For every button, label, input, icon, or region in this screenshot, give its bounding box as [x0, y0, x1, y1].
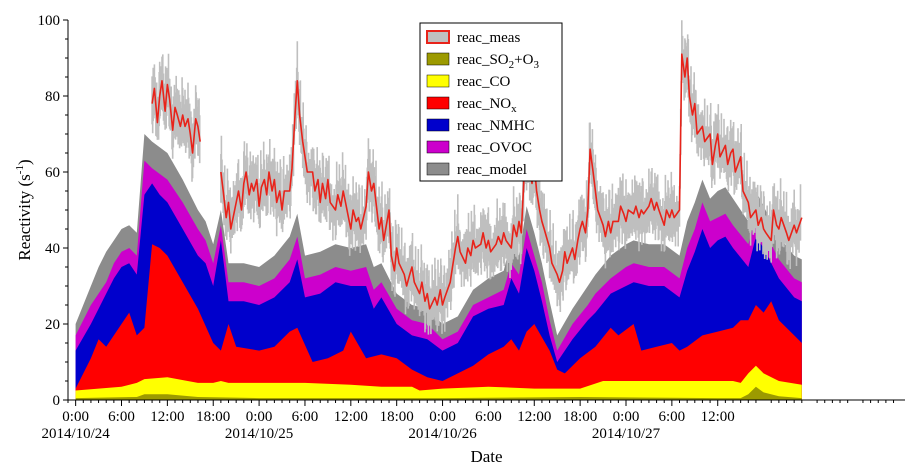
y-tick-label: 60 — [45, 165, 60, 181]
x-tick-label: 18:00 — [380, 409, 414, 425]
x-tick-label: 18:00 — [563, 409, 597, 425]
legend-swatch — [426, 140, 450, 154]
legend-label-main: reac_NMHC — [457, 118, 534, 134]
legend-label-main: reac_OVOC — [457, 140, 532, 156]
legend-label-subscript: x — [511, 103, 517, 115]
x-tick-date-label: 2014/10/25 — [225, 426, 293, 442]
area-reac-nox — [75, 244, 802, 400]
reac-meas-line-segment — [220, 53, 803, 310]
y-tick-label: 80 — [45, 89, 60, 105]
legend-label-main: reac_NO — [457, 96, 511, 112]
x-tick-label: 0:00 — [429, 409, 456, 425]
area-reac-co — [75, 365, 802, 400]
x-tick-date-label: 2014/10/26 — [408, 426, 477, 442]
x-tick-label: 6:00 — [659, 409, 686, 425]
x-tick-label: 12:00 — [334, 409, 368, 425]
y-tick-label: 20 — [45, 317, 60, 333]
legend-label-mid: +O — [514, 52, 533, 68]
y-axis-title-base: Reactivity (s — [15, 174, 34, 260]
legend-label: reac_CO — [457, 74, 510, 90]
legend-label: reac_OVOC — [457, 140, 532, 156]
x-tick-label: 0:00 — [62, 409, 89, 425]
legend-swatch — [426, 52, 450, 66]
y-axis-title-close: ) — [15, 159, 34, 165]
y-tick-label: 0 — [53, 393, 61, 409]
area-reac-so2o3 — [75, 386, 802, 400]
stacked-areas — [75, 134, 802, 400]
legend-label: reac_meas — [457, 30, 520, 46]
y-tick-label: 100 — [38, 13, 61, 29]
legend-label: reac_SO2+O3 — [457, 52, 539, 71]
x-tick-label: 12:00 — [517, 409, 551, 425]
x-tick-date-label: 2014/10/27 — [592, 426, 661, 442]
legend-swatch — [426, 96, 450, 110]
legend-swatch — [426, 74, 450, 88]
legend-label: reac_NMHC — [457, 118, 534, 134]
legend-swatch — [426, 30, 450, 44]
legend-label-main: reac_model — [457, 162, 527, 178]
legend-swatch — [426, 118, 450, 132]
legend-label-subscript: 3 — [533, 59, 539, 71]
legend-label-subscript: 2 — [509, 59, 515, 71]
legend: reac_measreac_SO2+O3reac_COreac_NOxreac_… — [419, 22, 563, 182]
x-tick-label: 0:00 — [246, 409, 273, 425]
legend-label-main: reac_SO — [457, 52, 509, 68]
x-tick-label: 12:00 — [150, 409, 184, 425]
legend-label: reac_NOx — [457, 96, 517, 115]
x-tick-label: 6:00 — [108, 409, 135, 425]
y-tick-label: 40 — [45, 241, 60, 257]
legend-label-main: reac_CO — [457, 74, 510, 90]
reac-meas-series — [151, 20, 803, 335]
reac-meas-line-segment — [151, 80, 201, 154]
legend-swatch — [426, 162, 450, 176]
x-tick-date-label: 2014/10/24 — [41, 426, 110, 442]
y-axis-title: Reactivity (s-1) — [14, 159, 34, 260]
x-tick-label: 18:00 — [196, 409, 230, 425]
y-axis-title-sup: -1 — [14, 165, 26, 174]
legend-label-main: reac_meas — [457, 30, 520, 46]
x-tick-label: 12:00 — [701, 409, 735, 425]
x-tick-label: 6:00 — [292, 409, 319, 425]
x-tick-label: 6:00 — [475, 409, 502, 425]
x-axis-title: Date — [470, 447, 502, 466]
legend-label: reac_model — [457, 162, 527, 178]
x-tick-label: 0:00 — [613, 409, 640, 425]
